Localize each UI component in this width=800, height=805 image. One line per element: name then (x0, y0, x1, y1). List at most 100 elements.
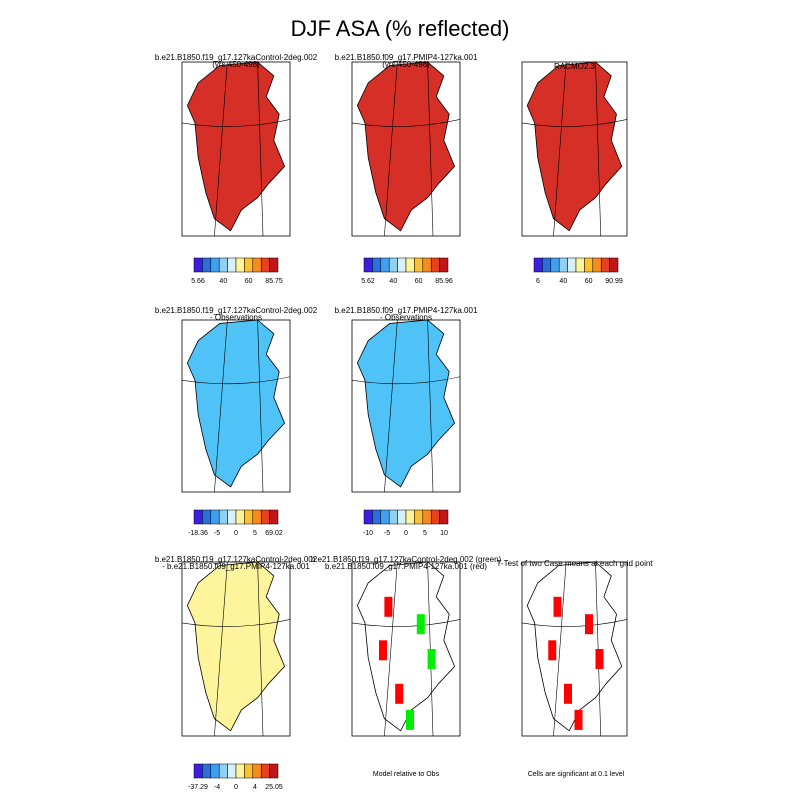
map-panel: b.e21.B1850.f09_g17.PMIP4-127ka.001(yrs … (335, 53, 478, 285)
colorbar-label: -5 (214, 530, 220, 537)
cell (595, 649, 604, 669)
cell (574, 709, 583, 730)
panel-title: (yrs 450-498) (212, 60, 260, 69)
colorbar-box (193, 763, 203, 779)
colorbar-box (227, 763, 237, 779)
colorbar-box (542, 257, 552, 273)
colorbar-box (372, 509, 382, 525)
colorbar-label: 0 (234, 784, 238, 791)
colorbar-box (405, 257, 415, 273)
colorbar-label: 0 (404, 530, 408, 537)
panel-title: - Observations (380, 313, 432, 322)
panel-title: b.e21.B1850.f09_g17.PMIP4-127ka.001 (red… (325, 562, 487, 571)
colorbar-box (244, 257, 254, 273)
colorbar-box (592, 257, 602, 273)
panel-title: b.e21.B1850.f19_g17.127kaControl-2deg.00… (155, 555, 318, 564)
meridians (351, 319, 461, 493)
panel-title: T-Test of two Case means at each grid po… (496, 559, 653, 568)
meridians (181, 561, 291, 737)
colorbar-label: 0 (234, 530, 238, 537)
panel-title: b.e21.B1850.f19_g17.127kaControl-2deg.00… (155, 53, 318, 62)
colorbar-label: -10 (363, 530, 373, 537)
panel-title: b.e21.B1850.f19_g17.127kaControl-2deg.00… (311, 555, 502, 564)
colorbar-box (414, 257, 424, 273)
colorbar-label: 40 (219, 278, 227, 285)
colorbar-box (397, 509, 407, 525)
cell (564, 683, 572, 704)
land-mask (356, 61, 456, 232)
map-panel: b.e21.B1850.f19_g17.127kaControl-2deg.00… (155, 306, 318, 537)
colorbar-box (439, 509, 449, 525)
colorbar-box (550, 257, 560, 273)
cell (406, 709, 414, 730)
colorbar-label: 69.02 (265, 530, 283, 537)
colorbar-box (202, 509, 212, 525)
colorbar-label: 10 (440, 530, 448, 537)
map-panel: b.e21.B1850.f19_g17.127kaControl-2deg.00… (311, 555, 502, 737)
colorbar-box (202, 257, 212, 273)
land-mask (526, 61, 623, 232)
map-panel: b.e21.B1850.f19_g17.127kaControl-2deg.00… (155, 53, 318, 285)
colorbar-box (575, 257, 585, 273)
cell (553, 596, 562, 617)
land-mask (356, 319, 456, 488)
colorbar-box (269, 509, 279, 525)
map-panel: b.e21.B1850.f09_g17.PMIP4-127ka.001- Obs… (335, 306, 478, 537)
colorbar-label: 90.99 (605, 278, 623, 285)
meridians (181, 319, 291, 493)
colorbar-label: 5.66 (191, 278, 205, 285)
colorbar-box (269, 763, 279, 779)
colorbar-box (422, 509, 432, 525)
colorbar-label: 5 (423, 530, 427, 537)
meridians (351, 61, 461, 237)
colorbar-box (422, 257, 432, 273)
colorbar-box (235, 509, 245, 525)
colorbar-box (439, 257, 449, 273)
colorbar-label: 25.05 (265, 784, 283, 791)
colorbar-box (430, 509, 440, 525)
land-mask (186, 61, 286, 232)
note: Model relative to Obs (373, 771, 440, 778)
land-mask (526, 561, 623, 732)
colorbar-box (533, 257, 543, 273)
land-mask (356, 561, 456, 732)
cell (395, 683, 404, 704)
panel-title: b.e21.B1850.f19_g17.127kaControl-2deg.00… (155, 306, 318, 315)
colorbar-box (244, 509, 254, 525)
colorbar-label: -18.36 (188, 530, 208, 537)
cell (585, 614, 593, 635)
colorbar-box (252, 257, 262, 273)
panel-title: b.e21.B1850.f09_g17.PMIP4-127ka.001 (335, 306, 478, 315)
colorbar-box (609, 257, 619, 273)
colorbar-label: 4 (253, 784, 257, 791)
colorbar-box (380, 509, 390, 525)
meridians (521, 61, 628, 237)
colorbar-box (252, 509, 262, 525)
land-mask (186, 561, 286, 732)
cell (427, 649, 436, 669)
colorbar-label: -5 (384, 530, 390, 537)
panel-title: b.e21.B1850.f09_g17.PMIP4-127ka.001 (335, 53, 478, 62)
colorbar-label: -4 (214, 784, 220, 791)
colorbar-box (210, 763, 220, 779)
colorbar-box (244, 763, 254, 779)
colorbar-label: 60 (245, 278, 253, 285)
cell (384, 596, 393, 617)
colorbar-box (260, 763, 270, 779)
colorbar-box (414, 509, 424, 525)
colorbar-box (584, 257, 594, 273)
meridians (181, 61, 291, 237)
colorbar-box (227, 509, 237, 525)
colorbar-box (397, 257, 407, 273)
cell (379, 640, 387, 661)
land-mask (186, 319, 286, 488)
panel-title: - Observations (210, 313, 262, 322)
colorbar-label: 60 (585, 278, 593, 285)
colorbar-box (218, 509, 228, 525)
map-panel: RACMO2.3 6 40 60 90.99 (521, 61, 628, 285)
colorbar-box (430, 257, 440, 273)
note: Cells are significant at 0.1 level (528, 771, 625, 778)
colorbar-box (193, 509, 203, 525)
colorbar-box (600, 257, 610, 273)
colorbar-box (235, 763, 245, 779)
